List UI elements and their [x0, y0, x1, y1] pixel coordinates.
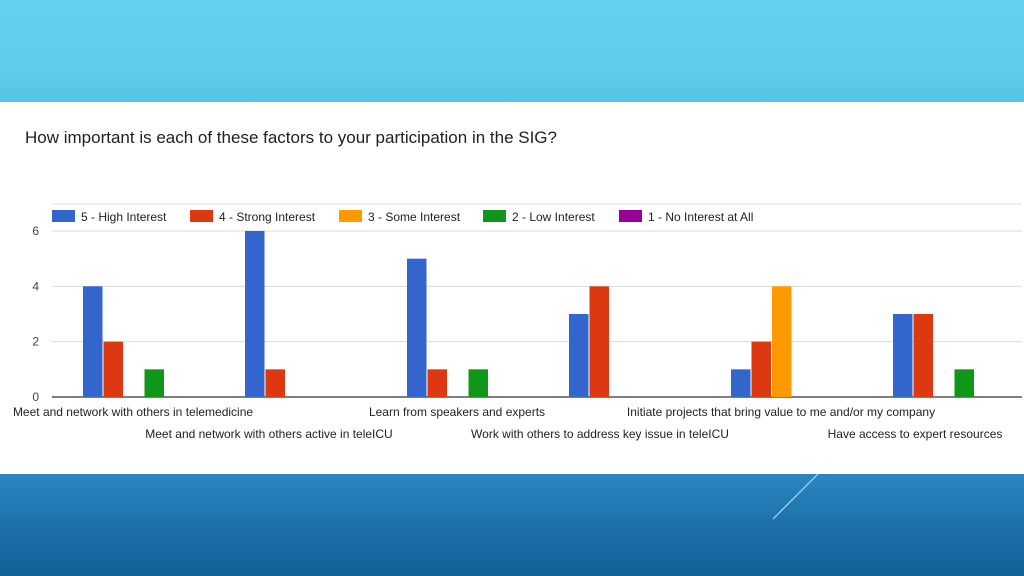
x-category-label: Meet and network with others in telemedi… — [13, 405, 253, 419]
bar — [468, 369, 488, 397]
y-tick-label: 6 — [32, 224, 39, 238]
y-tick-label: 4 — [32, 279, 39, 293]
legend-swatch — [52, 210, 75, 222]
x-axis-category-labels: Meet and network with others in telemedi… — [13, 405, 1002, 441]
bar — [589, 286, 609, 397]
bar — [913, 314, 933, 397]
bar — [245, 231, 265, 397]
chart-bars — [83, 231, 974, 397]
legend-swatch — [190, 210, 213, 222]
top-decorative-band — [0, 0, 1024, 102]
legend-swatch — [339, 210, 362, 222]
legend-entry: 3 - Some Interest — [368, 210, 461, 224]
bar — [954, 369, 974, 397]
bar — [893, 314, 913, 397]
y-tick-label: 0 — [32, 390, 39, 404]
bottom-decorative-band — [0, 474, 1024, 576]
legend-entry: 2 - Low Interest — [512, 210, 595, 224]
question-title: How important is each of these factors t… — [25, 128, 557, 147]
legend-entry: 5 - High Interest — [81, 210, 167, 224]
chart-legend: 5 - High Interest 4 - Strong Interest 3 - … — [52, 210, 753, 224]
bar — [103, 341, 123, 397]
bar — [265, 369, 285, 397]
bar — [731, 369, 751, 397]
chart-gridlines — [52, 203, 1022, 398]
decorative-line — [772, 474, 819, 520]
bar — [144, 369, 164, 397]
bar — [569, 314, 589, 397]
legend-entry: 4 - Strong Interest — [219, 210, 316, 224]
content-panel — [0, 102, 1024, 474]
legend-entry: 1 - No Interest at All — [648, 210, 753, 224]
bar — [407, 258, 427, 397]
y-axis-tick-labels: 0 2 4 6 — [32, 224, 39, 404]
x-category-label: Initiate projects that bring value to me… — [627, 405, 935, 419]
x-category-label: Have access to expert resources — [828, 427, 1003, 441]
x-category-label: Work with others to address key issue in… — [471, 427, 729, 441]
bar — [83, 286, 103, 397]
x-category-label: Meet and network with others active in t… — [145, 427, 392, 441]
y-tick-label: 2 — [32, 335, 39, 349]
bar — [751, 341, 771, 397]
legend-swatch — [619, 210, 642, 222]
x-category-label: Learn from speakers and experts — [369, 405, 545, 419]
legend-swatch — [483, 210, 506, 222]
bar — [772, 286, 792, 397]
bar — [427, 369, 447, 397]
